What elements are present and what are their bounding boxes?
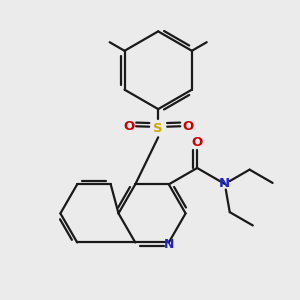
Text: O: O [191, 136, 203, 149]
Text: N: N [219, 177, 230, 190]
Text: O: O [123, 120, 134, 133]
Text: S: S [153, 122, 163, 135]
Text: O: O [182, 120, 193, 133]
Text: N: N [164, 238, 174, 250]
